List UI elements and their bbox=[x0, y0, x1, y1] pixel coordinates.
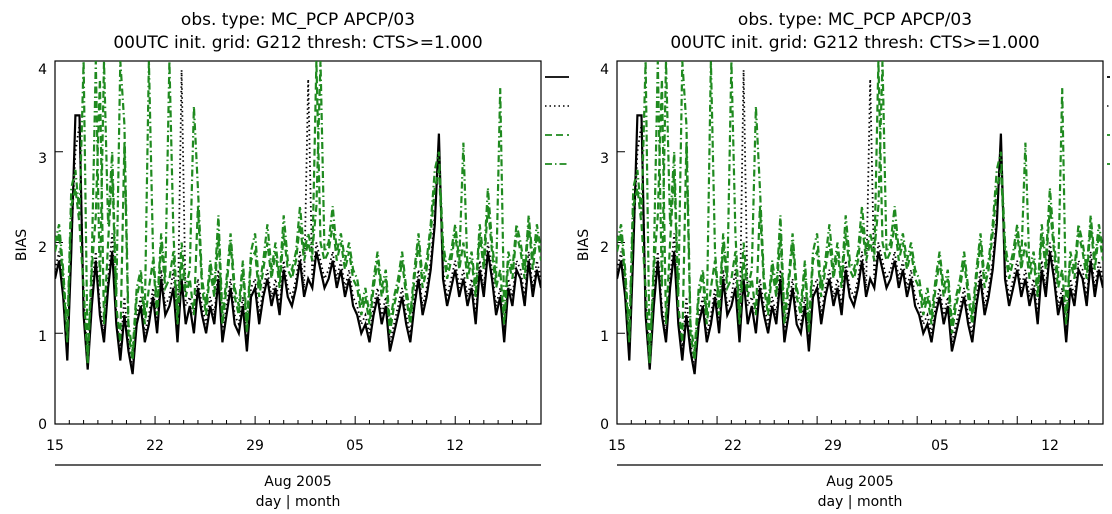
x-tick-label: 22 bbox=[724, 438, 742, 454]
y-tick-label: 1 bbox=[38, 329, 47, 345]
x-tick-label: 05 bbox=[346, 438, 364, 454]
series-line-dashdot bbox=[55, 61, 541, 361]
y-tick-label: 4 bbox=[38, 62, 47, 78]
series-line-dashed bbox=[617, 61, 1103, 366]
x-tick-label: 29 bbox=[246, 438, 264, 454]
chart-panel-right: obs. type: MC_PCP APCP/03 00UTC init. gr… bbox=[576, 10, 1110, 510]
chart-subtitle: 00UTC init. grid: G212 thresh: CTS>=1.00… bbox=[670, 33, 1039, 53]
chart-panel-left: obs. type: MC_PCP APCP/03 00UTC init. gr… bbox=[14, 10, 569, 510]
chart-title: obs. type: MC_PCP APCP/03 bbox=[738, 10, 972, 30]
y-tick-label: 0 bbox=[600, 417, 609, 433]
y-tick-label: 0 bbox=[38, 417, 47, 433]
chart-subtitle: 00UTC init. grid: G212 thresh: CTS>=1.00… bbox=[113, 33, 482, 53]
chart-title: obs. type: MC_PCP APCP/03 bbox=[181, 10, 415, 30]
y-tick-label: 4 bbox=[600, 62, 609, 78]
y-tick-label: 3 bbox=[38, 151, 47, 167]
x-tick-label: 12 bbox=[446, 438, 464, 454]
y-axis-label: BIAS bbox=[576, 229, 592, 261]
y-tick-label: 1 bbox=[600, 329, 609, 345]
x-tick-label: 29 bbox=[824, 438, 842, 454]
series-line-dashdot bbox=[617, 61, 1103, 361]
y-axis-label: BIAS bbox=[14, 229, 30, 261]
x-axis-month-label: Aug 2005 bbox=[826, 474, 893, 490]
y-tick-label: 3 bbox=[600, 151, 609, 167]
x-axis-units-label: day | month bbox=[256, 494, 341, 510]
x-tick-label: 15 bbox=[46, 438, 64, 454]
x-tick-label: 05 bbox=[931, 438, 949, 454]
y-tick-label: 2 bbox=[600, 240, 609, 256]
x-tick-label: 22 bbox=[146, 438, 164, 454]
x-axis-month-label: Aug 2005 bbox=[264, 474, 331, 490]
x-tick-label: 15 bbox=[608, 438, 626, 454]
series-line-dashed bbox=[55, 61, 541, 366]
x-tick-label: 12 bbox=[1041, 438, 1059, 454]
y-tick-label: 2 bbox=[38, 240, 47, 256]
x-axis-units-label: day | month bbox=[818, 494, 903, 510]
